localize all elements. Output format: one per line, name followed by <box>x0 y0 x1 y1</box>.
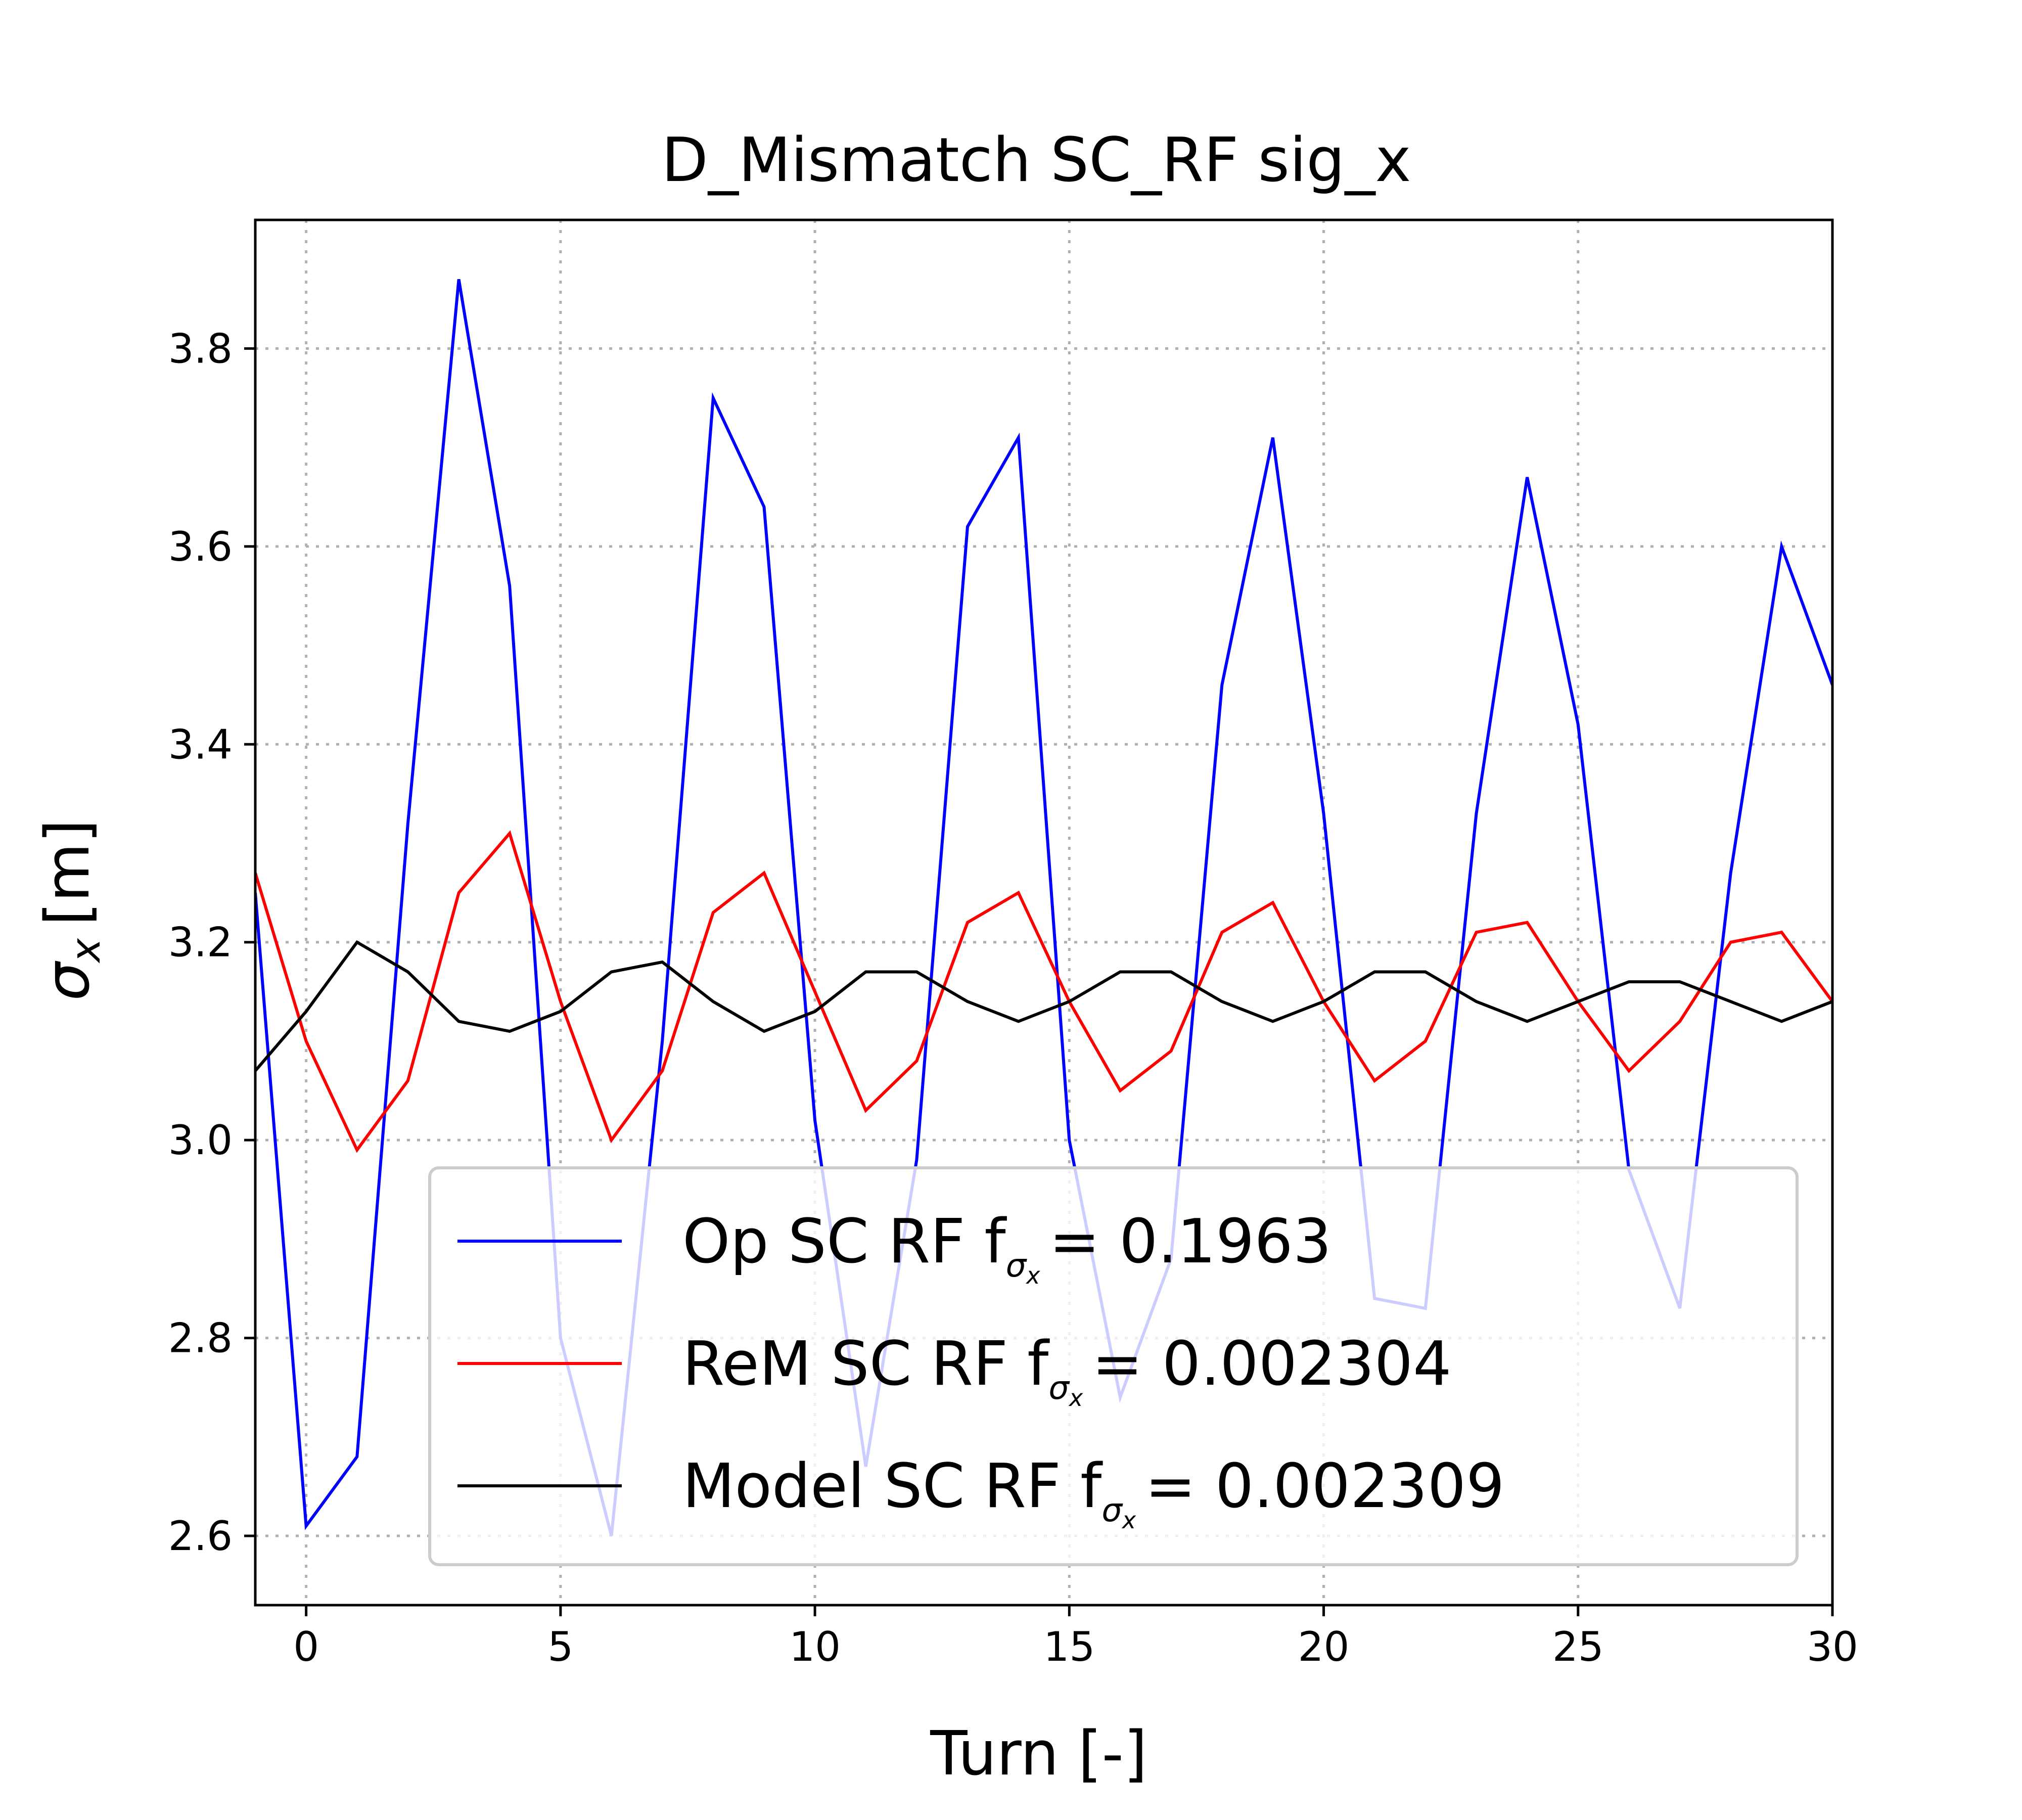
y-tick-label: 3.4 <box>168 721 233 768</box>
x-tick-label: 0 <box>293 1623 319 1670</box>
y-tick-label: 3.8 <box>168 325 233 372</box>
y-tick-label: 3.6 <box>168 523 233 570</box>
series-line-3 <box>255 940 1832 1072</box>
x-axis: 0 5 10 15 20 25 30 <box>293 1605 1858 1670</box>
y-tick-label: 3.2 <box>168 919 233 966</box>
legend-label: ReM SC RF fσx = 0.002304 <box>682 1329 1451 1412</box>
x-tick-label: 20 <box>1298 1623 1350 1670</box>
y-axis: 2.6 2.8 3.0 3.2 3.4 3.6 3.8 <box>168 325 255 1560</box>
series-line-2 <box>255 830 1832 1153</box>
x-tick-label: 15 <box>1043 1623 1095 1670</box>
y-axis-label-subscript: x <box>62 937 109 964</box>
y-axis-label: σx [m] <box>33 820 109 1001</box>
x-tick-label: 25 <box>1552 1623 1604 1670</box>
legend-box <box>428 1166 1799 1566</box>
series-line-1 <box>255 279 1832 1536</box>
x-tick-label: 10 <box>789 1623 841 1670</box>
y-tick-label: 2.6 <box>168 1513 233 1560</box>
x-tick-label: 30 <box>1807 1623 1858 1670</box>
chart-title: D_Mismatch SC_RF sig_x <box>661 125 1411 196</box>
axes-frame <box>254 218 1834 1607</box>
legend-label: Op SC RF fσx = 0.1963 <box>682 1207 1331 1289</box>
legend: Op SC RF fσx = 0.1963 ReM SC RF fσx = 0.002… <box>428 1166 1799 1566</box>
y-axis-label-symbol: σ <box>33 960 103 1000</box>
y-axis-label-unit: [m] <box>33 820 103 926</box>
x-tick-label: 5 <box>547 1623 573 1670</box>
legend-label: Model SC RF fσx = 0.002309 <box>682 1451 1504 1534</box>
x-axis-label: Turn [-] <box>930 1719 1147 1789</box>
y-tick-label: 3.0 <box>168 1117 233 1164</box>
plot-area <box>255 279 1832 1536</box>
y-tick-label: 2.8 <box>168 1315 233 1362</box>
